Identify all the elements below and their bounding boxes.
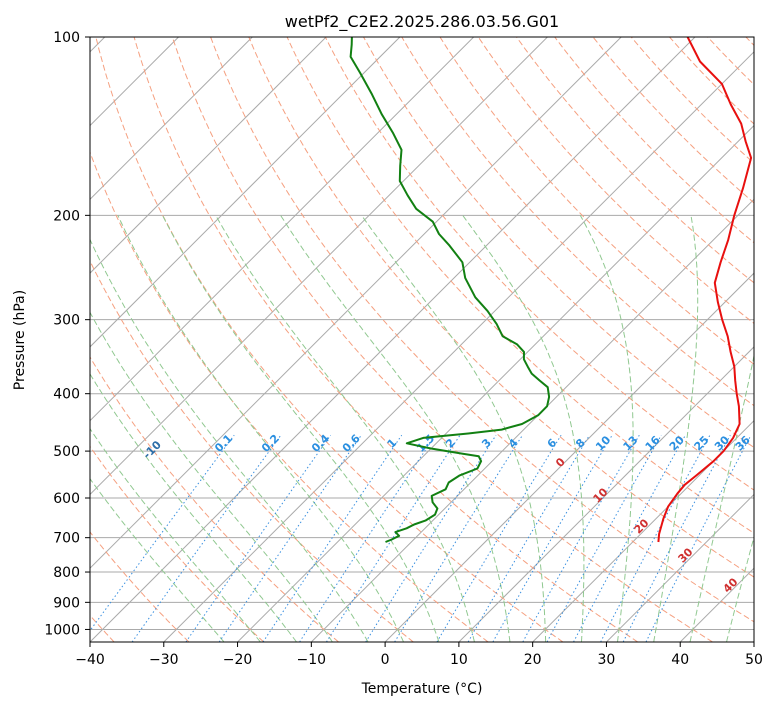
isotherm-line [532, 419, 754, 642]
mixing-ratio-line [90, 434, 235, 632]
y-tick-label: 700 [53, 531, 80, 547]
chart-title: wetPf2_C2E2.2025.286.03.56.G01 [285, 12, 559, 32]
moist-adiabat-line [726, 535, 754, 642]
dry-adiabat-line [516, 37, 754, 284]
x-tick-label: −30 [149, 652, 179, 668]
mixing-ratio-line [365, 434, 497, 642]
isotherm-line [90, 37, 548, 496]
moist-adiabat-line [117, 215, 404, 642]
mixing-ratio-line [436, 434, 562, 642]
dry-adiabat-line [90, 150, 489, 642]
isotherm-line [237, 124, 754, 642]
isotherm-line [163, 51, 754, 642]
x-tick-label: 30 [598, 652, 616, 668]
mixing-ratio-line [492, 434, 613, 642]
x-axis: −40 −30 −20 −10 0 10 20 30 40 50 [75, 642, 763, 668]
x-tick-label: 0 [381, 652, 390, 668]
x-tick-label: −20 [223, 652, 253, 668]
moist-adiabat-line [579, 215, 634, 642]
y-tick-label: 100 [53, 30, 80, 46]
moist-adiabat-line [162, 215, 440, 642]
dry-adiabat-line [401, 37, 754, 407]
dry-adiabat-line [90, 259, 414, 642]
isotherm-line [606, 493, 754, 642]
dry-adiabat-line [248, 37, 754, 578]
mixing-ratio-line [645, 434, 752, 642]
moist-adiabat-line [90, 238, 369, 642]
background-lines [90, 37, 754, 642]
y-tick-label: 600 [53, 491, 80, 507]
y-tick-label: 200 [53, 208, 80, 224]
moist-adiabat-line [90, 477, 225, 642]
x-tick-label: 20 [524, 652, 542, 668]
dry-adiabat-line [210, 37, 754, 623]
dry-adiabat-line [90, 356, 339, 642]
x-axis-label: Temperature (°C) [361, 681, 483, 697]
y-axis-label: Pressure (hPa) [12, 290, 28, 390]
mixing-ratio-line [394, 434, 523, 642]
dry-adiabat-line [90, 445, 265, 642]
mixing-ratio-line [325, 434, 461, 642]
moist-adiabat-line [689, 353, 754, 642]
moist-adiabat-line [462, 215, 585, 642]
moist-adiabat-line [90, 427, 261, 642]
isotherm-line [90, 37, 401, 348]
plot-frame [89, 36, 755, 643]
y-tick-label: 1000 [44, 622, 80, 638]
isotherm-line [90, 37, 696, 642]
x-tick-label: −40 [75, 652, 105, 668]
y-tick-label: 500 [53, 444, 80, 460]
mixing-ratio-line [622, 434, 731, 642]
y-tick-label: 400 [53, 387, 80, 403]
x-tick-label: −10 [297, 652, 327, 668]
mixing-ratio-line [467, 434, 590, 642]
dry-adiabat-line [439, 37, 754, 365]
dry-adiabat-line [90, 531, 190, 642]
moist-adiabat-line [280, 215, 511, 642]
moist-adiabat-line [361, 215, 547, 642]
dry-adiabat-line [171, 37, 713, 642]
mixing-ratio-line [546, 434, 662, 642]
dry-adiabat-line [286, 37, 754, 534]
profile-lines [349, 37, 753, 543]
dry-adiabat-line [133, 37, 639, 642]
y-tick-label: 900 [53, 595, 80, 611]
isotherm-line [90, 37, 253, 201]
dewpoint-profile-line [349, 37, 551, 543]
isotherm-line [90, 37, 475, 422]
isotherm-line [90, 37, 327, 274]
mixing-ratio-line [573, 434, 686, 642]
isotherm-line [310, 198, 754, 642]
mixing-ratio-line [522, 434, 640, 642]
x-tick-label: 50 [745, 652, 763, 668]
isotherm-line [458, 346, 754, 642]
y-tick-label: 300 [53, 313, 80, 329]
mixing-ratio-line [218, 434, 362, 642]
moist-adiabat-line [90, 311, 333, 642]
temperature-profile-line [657, 37, 753, 543]
mixing-ratio-line [185, 434, 332, 642]
moist-adiabat-line [653, 215, 699, 642]
moist-adiabat-line [215, 215, 475, 642]
x-tick-label: 10 [450, 652, 468, 668]
isotherm-line [384, 272, 754, 642]
dry-adiabat-line [95, 37, 564, 642]
x-tick-label: 40 [671, 652, 689, 668]
dry-adiabat-line [363, 37, 754, 449]
y-axis: 100 200 300 400 500 600 700 800 900 1000 [44, 30, 90, 638]
y-tick-label: 800 [53, 565, 80, 581]
moist-adiabat-line [90, 373, 297, 642]
isotherm-line [90, 37, 622, 569]
